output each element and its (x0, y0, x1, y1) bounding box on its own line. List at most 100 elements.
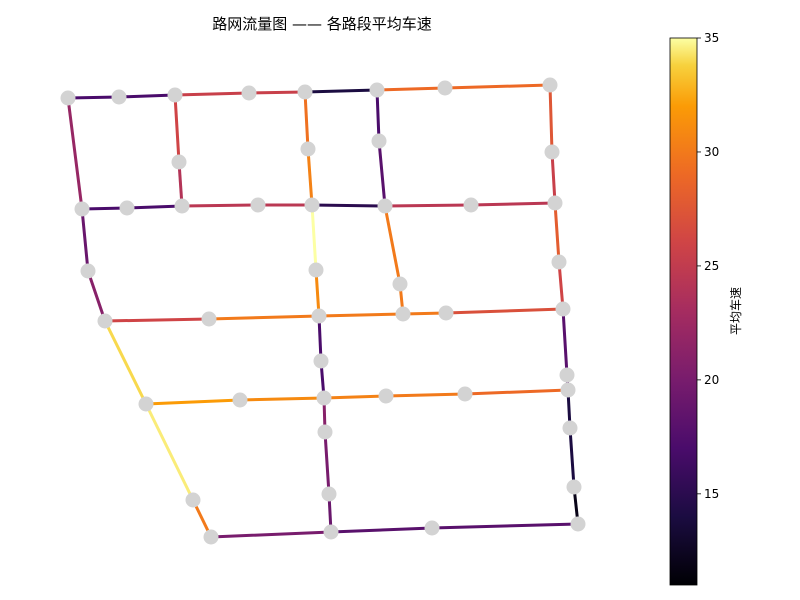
road-edge-30 (557, 260, 565, 311)
road-edge-21 (383, 203, 473, 208)
road-edge-44 (384, 392, 467, 398)
road-node-8 (171, 154, 187, 170)
road-edge-40 (103, 319, 148, 406)
road-node-40 (185, 492, 201, 508)
road-edge-8 (173, 93, 181, 164)
road-node-27 (395, 306, 411, 322)
road-edge-6 (443, 83, 552, 90)
road-edge-4 (303, 88, 379, 94)
road-node-10 (371, 133, 387, 149)
road-edge-35 (444, 307, 565, 315)
road-edge-17 (125, 204, 184, 210)
road-node-43 (203, 529, 219, 545)
road-node-6 (437, 80, 453, 96)
road-edge-26 (314, 268, 321, 318)
road-node-23 (551, 254, 567, 270)
road-node-11 (544, 144, 560, 160)
road-edge-42 (238, 396, 326, 402)
road-node-2 (167, 87, 183, 103)
road-edge-20 (310, 203, 387, 208)
road-node-21 (308, 262, 324, 278)
road-edge-2 (173, 91, 251, 97)
road-node-26 (311, 308, 327, 324)
road-edge-23 (80, 207, 90, 273)
road-node-31 (559, 367, 575, 383)
road-edge-49 (568, 426, 576, 489)
road-edge-25 (310, 203, 318, 272)
road-edge-15 (550, 150, 557, 205)
road-node-14 (174, 198, 190, 214)
colorbar-tick-label-25: 25 (704, 259, 719, 273)
colorbar-tick-label-30: 30 (704, 145, 719, 159)
road-edge-29 (553, 201, 561, 264)
colorbar: 15 20 25 30 35 平均车速 (669, 31, 743, 586)
road-edge-13 (377, 139, 387, 208)
road-node-24 (97, 313, 113, 329)
road-edge-14 (548, 83, 554, 154)
road-node-9 (300, 141, 316, 157)
road-node-38 (317, 424, 333, 440)
road-edge-32 (207, 314, 321, 321)
road-edge-16 (80, 206, 129, 211)
road-edge-11 (306, 147, 314, 207)
road-edge-0 (66, 95, 121, 100)
road-node-16 (304, 197, 320, 213)
road-node-28 (438, 305, 454, 321)
road-nodes (60, 77, 586, 545)
road-node-15 (250, 197, 266, 213)
road-node-3 (241, 85, 257, 101)
road-node-42 (566, 479, 582, 495)
colorbar-tick-label-35: 35 (704, 31, 719, 45)
road-node-36 (457, 386, 473, 402)
road-node-25 (201, 311, 217, 327)
road-edge-3 (247, 90, 307, 95)
road-edge-18 (180, 203, 260, 208)
road-edge-55 (329, 526, 434, 534)
colorbar-tick-label-15: 15 (704, 487, 719, 501)
road-node-20 (80, 263, 96, 279)
road-edge-10 (303, 90, 310, 151)
road-node-32 (138, 396, 154, 412)
road-edge-56 (430, 522, 580, 530)
colorbar-gradient (669, 37, 698, 586)
road-edge-1 (117, 93, 177, 99)
road-node-39 (562, 420, 578, 436)
road-edge-43 (322, 394, 388, 400)
road-node-4 (297, 84, 313, 100)
road-node-35 (378, 388, 394, 404)
road-edge-45 (463, 388, 570, 396)
road-edge-22 (469, 201, 557, 207)
colorbar-tick-label-20: 20 (704, 373, 719, 387)
road-node-5 (369, 82, 385, 98)
road-node-37 (560, 382, 576, 398)
road-edge-27 (383, 204, 402, 286)
road-edge-51 (144, 402, 195, 502)
road-edge-36 (317, 314, 323, 363)
road-node-12 (74, 201, 90, 217)
road-node-30 (313, 353, 329, 369)
road-edge-24 (86, 269, 107, 323)
road-node-44 (323, 524, 339, 540)
road-edge-38 (561, 307, 569, 377)
road-edge-41 (144, 398, 242, 406)
road-node-46 (570, 516, 586, 532)
road-edge-47 (323, 430, 331, 496)
road-edge-12 (375, 88, 381, 143)
road-edge-31 (103, 317, 211, 323)
road-edge-5 (375, 86, 447, 92)
colorbar-label: 平均车速 (728, 287, 743, 335)
chart-title: 路网流量图 —— 各路段平均车速 (212, 15, 432, 33)
road-node-29 (555, 301, 571, 317)
road-node-33 (232, 392, 248, 408)
road-node-22 (392, 276, 408, 292)
road-node-41 (321, 486, 337, 502)
road-edge-54 (209, 530, 333, 539)
road-node-18 (463, 197, 479, 213)
road-node-19 (547, 195, 563, 211)
road-node-34 (316, 390, 332, 406)
road-edge-33 (317, 312, 405, 318)
road-node-0 (60, 90, 76, 106)
road-node-13 (119, 200, 135, 216)
road-node-1 (111, 89, 127, 105)
road-node-7 (542, 77, 558, 93)
